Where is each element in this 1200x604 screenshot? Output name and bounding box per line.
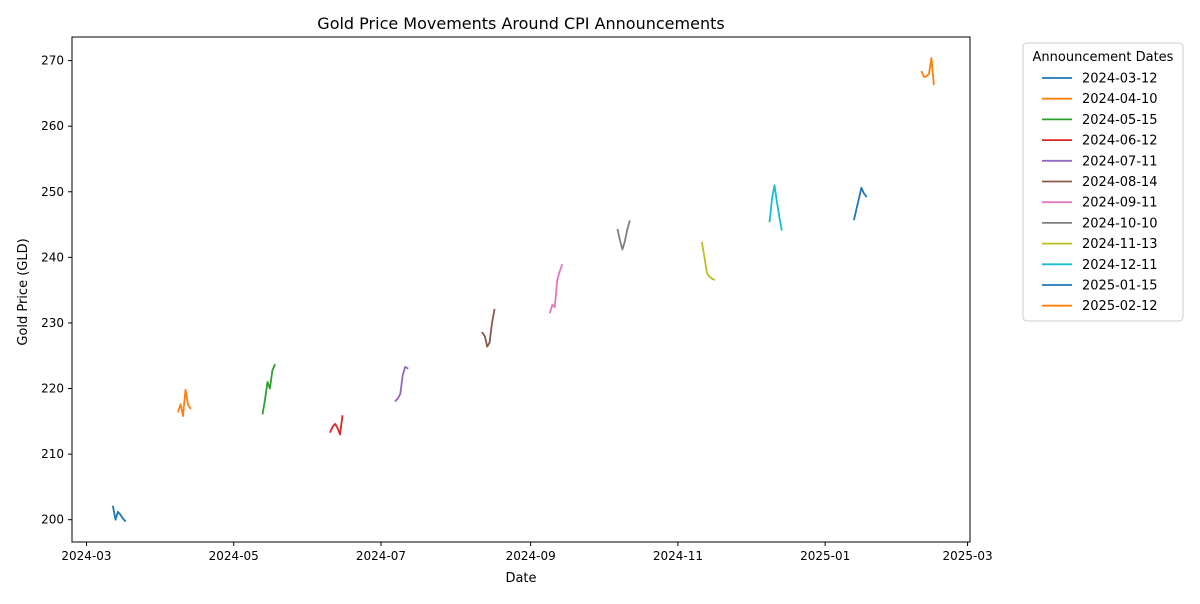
series-line-2024-03-12 — [111, 505, 127, 523]
series-line-2024-12-11 — [768, 184, 783, 231]
legend-label: 2024-09-11 — [1082, 196, 1158, 211]
x-tick-label: 2025-01 — [800, 549, 850, 563]
legend-label: 2025-01-15 — [1082, 279, 1158, 294]
x-tick-label: 2024-11 — [653, 549, 703, 563]
series-line-2024-06-12 — [329, 415, 344, 436]
legend-label: 2024-11-13 — [1082, 237, 1158, 252]
y-tick-label: 220 — [41, 382, 64, 396]
series-line-2024-07-11 — [394, 365, 409, 403]
legend-label: 2024-08-14 — [1082, 175, 1158, 190]
y-tick-label: 210 — [41, 447, 64, 461]
series-line-2024-11-13 — [700, 241, 716, 281]
series-line-2024-10-10 — [616, 220, 631, 251]
y-tick-label: 270 — [41, 54, 64, 68]
legend-label: 2024-04-10 — [1082, 92, 1158, 107]
y-axis: 200 210 220 230 240 250 260 270 — [41, 54, 72, 527]
y-tick-label: 200 — [41, 513, 64, 527]
legend-title: Announcement Dates — [1033, 50, 1174, 65]
legend-label: 2024-12-11 — [1082, 258, 1158, 273]
series-line-2024-04-10 — [177, 388, 192, 418]
x-tick-label: 2024-03 — [61, 549, 111, 563]
x-axis: 2024-03 2024-05 2024-07 2024-09 2024-11 2025-… — [61, 542, 993, 563]
legend-label: 2025-02-12 — [1082, 299, 1158, 314]
series-line-2025-02-12 — [920, 57, 935, 86]
legend: Announcement Dates 2024-03-122024-04-102… — [1022, 42, 1184, 322]
x-tick-label: 2025-03 — [943, 549, 993, 563]
y-tick-label: 250 — [41, 185, 64, 199]
chart-title: Gold Price Movements Around CPI Announce… — [317, 14, 724, 33]
x-axis-label: Date — [505, 571, 536, 586]
series-line-2024-08-14 — [481, 308, 496, 348]
x-tick-label: 2024-09 — [506, 549, 556, 563]
legend-label: 2024-10-10 — [1082, 216, 1158, 231]
legend-items: 2024-03-12 2024-04-10 2024-05-15 2024-06-12… — [1042, 72, 1158, 314]
x-tick-label: 2024-05 — [209, 549, 259, 563]
legend-label: 2024-03-12 — [1082, 72, 1158, 87]
legend-label: 2024-06-12 — [1082, 134, 1158, 149]
y-tick-label: 240 — [41, 250, 64, 264]
legend-frame — [1022, 42, 1184, 322]
legend-label: 2024-05-15 — [1082, 113, 1158, 128]
series-line-2024-05-15 — [261, 363, 276, 415]
y-tick-label: 230 — [41, 316, 64, 330]
legend-label: 2024-07-11 — [1082, 154, 1158, 169]
axes-frame — [71, 36, 971, 543]
series-line-2025-01-15 — [853, 186, 868, 221]
x-tick-label: 2024-07 — [356, 549, 406, 563]
series-line-2024-09-11 — [548, 264, 564, 314]
plot-area — [71, 36, 971, 543]
y-axis-label: Gold Price (GLD) — [16, 238, 31, 345]
y-tick-label: 260 — [41, 119, 64, 133]
